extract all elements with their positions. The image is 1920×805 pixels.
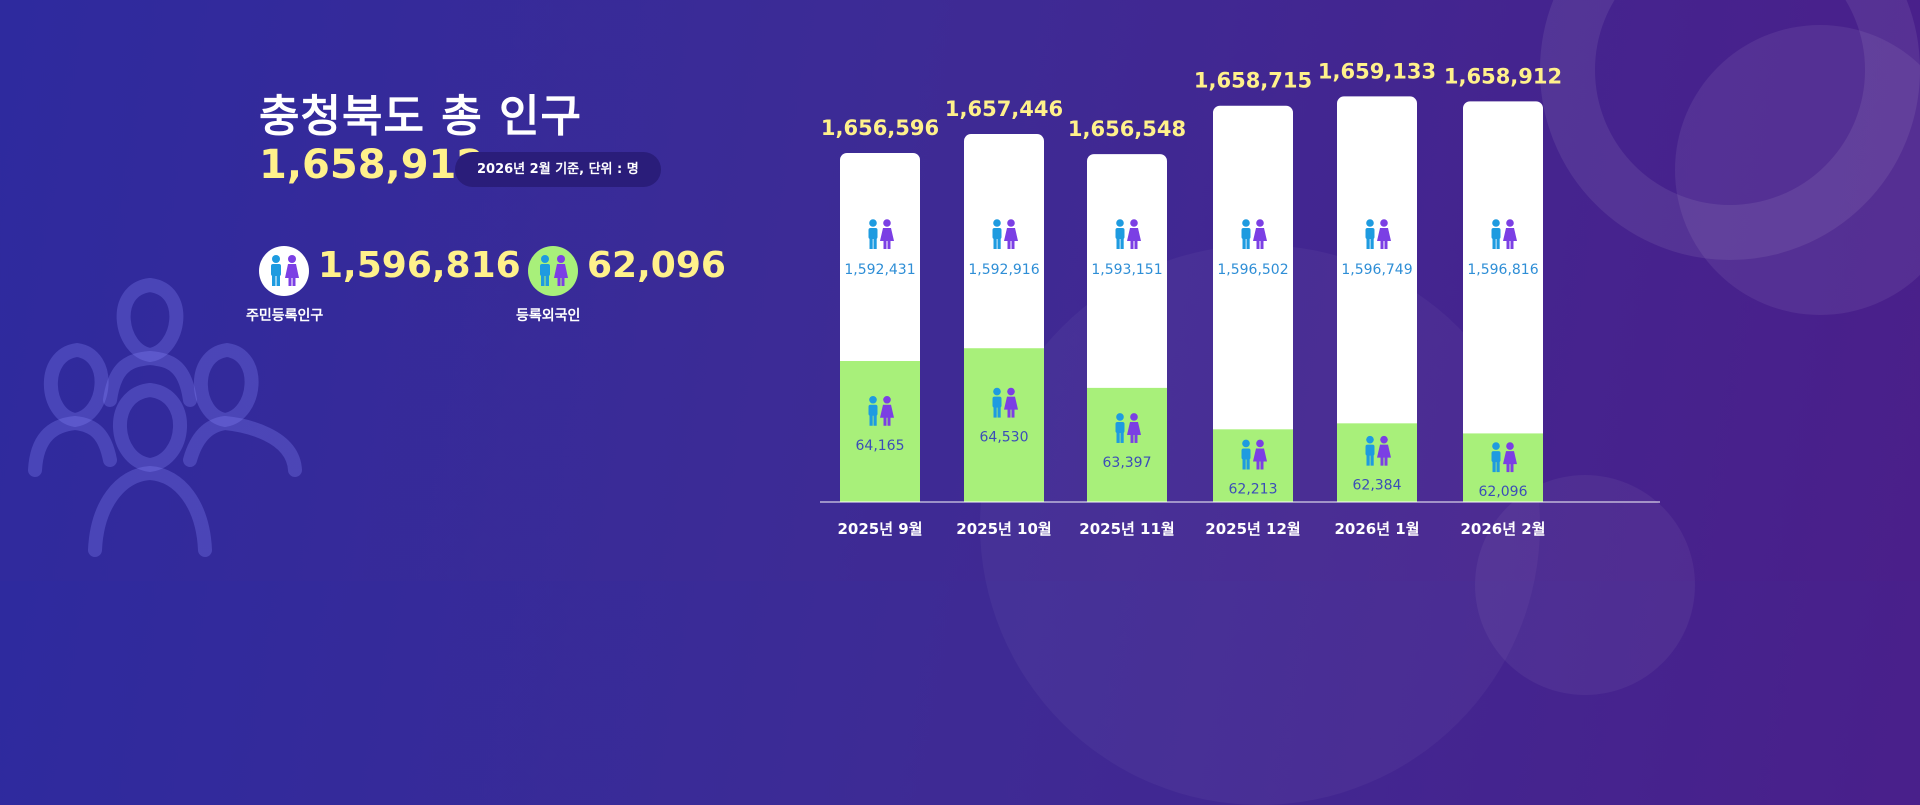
- bar-resident-label: 1,596,749: [1341, 262, 1412, 278]
- resident-value: 1,596,816: [318, 245, 521, 286]
- x-tick-label: 2025년 10월: [956, 520, 1051, 538]
- foreign-couple-icon: [528, 246, 578, 296]
- bar-resident: [1337, 96, 1417, 502]
- couple-icon: [1115, 219, 1141, 249]
- bar-foreign: [964, 348, 1044, 502]
- bar-foreign-label: 63,397: [1103, 455, 1152, 471]
- couple-icon: [1115, 413, 1141, 443]
- x-tick-label: 2026년 1월: [1334, 520, 1419, 538]
- x-tick-label: 2025년 9월: [837, 520, 922, 538]
- bar-resident-label: 1,592,916: [968, 262, 1039, 278]
- resident-label: 주민등록인구: [246, 308, 324, 324]
- couple-icon: [1241, 439, 1267, 470]
- bar-resident-label: 1,596,816: [1467, 262, 1538, 278]
- bar-total-label: 1,657,446: [945, 97, 1063, 121]
- bar-foreign-label: 64,530: [980, 430, 1029, 446]
- bar-total-label: 1,658,912: [1444, 64, 1562, 88]
- couple-icon: [1491, 219, 1517, 249]
- bar-foreign-label: 64,165: [856, 438, 905, 454]
- couple-icon: [868, 219, 894, 249]
- bar-foreign: [1087, 387, 1167, 502]
- x-tick-label: 2025년 11월: [1079, 520, 1174, 538]
- bar-total-label: 1,658,715: [1194, 69, 1312, 93]
- couple-icon: [1365, 219, 1391, 249]
- bar-resident-label: 1,592,431: [844, 262, 915, 278]
- foreign-value: 62,096: [587, 245, 726, 286]
- couple-icon: [868, 395, 894, 426]
- bar-total-label: 1,656,548: [1068, 117, 1186, 141]
- page-title: 충청북도 총 인구: [259, 91, 582, 142]
- bar-foreign-label: 62,213: [1229, 481, 1278, 497]
- couple-icon: [1241, 219, 1267, 249]
- couple-icon: [992, 219, 1018, 249]
- x-tick-label: 2026년 2월: [1460, 520, 1545, 538]
- couple-icon: [992, 387, 1018, 418]
- bar-resident: [1213, 105, 1293, 502]
- couple-icon: [1365, 435, 1391, 466]
- foreign-label: 등록외국인: [516, 308, 581, 324]
- resident-couple-icon: [259, 246, 309, 296]
- couple-icon: [1491, 442, 1517, 473]
- bar-resident: [1463, 101, 1543, 502]
- bar-foreign-label: 62,096: [1479, 484, 1528, 500]
- basis-badge: 2026년 2월 기준, 단위 : 명: [455, 152, 661, 187]
- total-value: 1,658,912: [259, 142, 485, 188]
- bar-foreign-label: 62,384: [1353, 478, 1402, 494]
- x-tick-label: 2025년 12월: [1205, 520, 1300, 538]
- bar-foreign: [840, 361, 920, 502]
- bar-resident-label: 1,596,502: [1217, 262, 1288, 278]
- people-outline-icon: [28, 278, 302, 557]
- bar-total-label: 1,659,133: [1318, 59, 1436, 83]
- bar-resident-label: 1,593,151: [1091, 262, 1162, 278]
- bar-foreign: [1213, 429, 1293, 502]
- population-bar-chart: 1,656,596 1,592,431 64,165 2025년 9월 1,657,44…: [820, 59, 1563, 538]
- bar-foreign: [1337, 423, 1417, 502]
- bar-foreign: [1463, 433, 1543, 502]
- bar-total-label: 1,656,596: [821, 116, 939, 140]
